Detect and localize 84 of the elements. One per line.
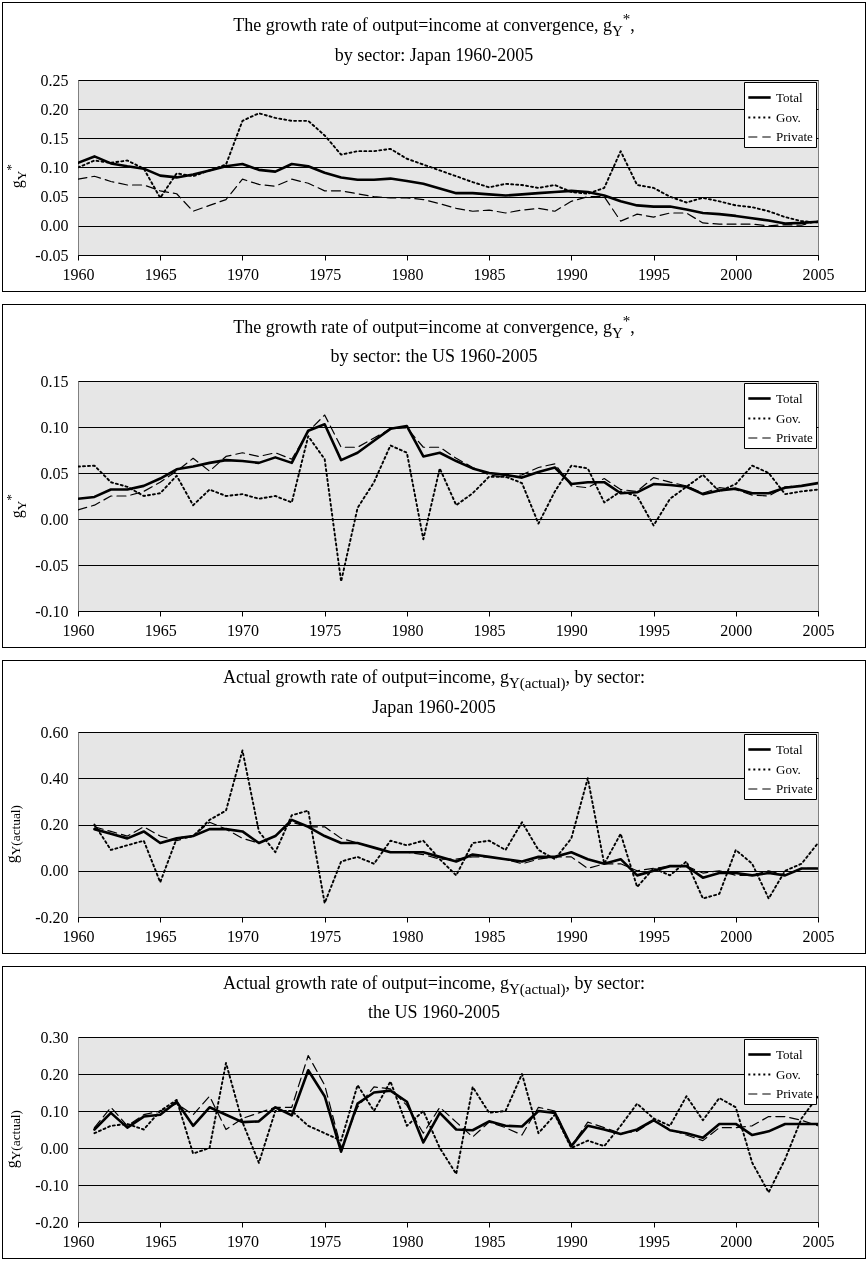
- y-tick-label: -0.20: [35, 1213, 69, 1231]
- y-tick-label: -0.20: [35, 908, 69, 926]
- y-tick-label: -0.10: [35, 602, 69, 620]
- x-tick-label: 1995: [638, 1232, 671, 1250]
- y-tick-label: 0.05: [40, 464, 69, 482]
- x-tick-label: 1980: [391, 265, 424, 283]
- y-tick-label: 0.40: [40, 769, 69, 787]
- x-tick-label: 2000: [720, 265, 753, 283]
- legend-label: Private: [776, 430, 814, 446]
- x-tick-label: 2000: [720, 927, 753, 945]
- chart-subtitle: Japan 1960-2005: [371, 695, 497, 719]
- chart-subtitle: by sector: the US 1960-2005: [329, 345, 539, 369]
- x-tick-label: 1980: [391, 927, 424, 945]
- x-tick-label: 1970: [226, 1232, 259, 1250]
- y-tick-label: 0.15: [40, 372, 69, 390]
- chart-subtitle: the US 1960-2005: [367, 1001, 501, 1025]
- y-tick-label: 0.10: [40, 1102, 69, 1120]
- x-tick-label: 2005: [802, 927, 835, 945]
- x-tick-label: 1980: [391, 1232, 424, 1250]
- legend-label: Private: [776, 780, 814, 796]
- x-tick-label: 2005: [802, 265, 835, 283]
- x-tick-label: 1970: [226, 621, 259, 639]
- x-tick-label: 1985: [473, 265, 506, 283]
- y-tick-label: 0.20: [40, 815, 69, 833]
- x-tick-label: 1990: [555, 621, 588, 639]
- legend-label: Private: [776, 1086, 814, 1102]
- y-tick-label: 0.30: [40, 1028, 69, 1046]
- x-tick-label: 2005: [802, 1232, 835, 1250]
- legend-label: Gov.: [776, 109, 801, 125]
- x-tick-label: 1970: [226, 265, 259, 283]
- y-tick-label: 0.00: [40, 1139, 69, 1157]
- legend-label: Gov.: [776, 410, 801, 426]
- y-tick-label: -0.10: [35, 1176, 69, 1194]
- y-tick-label: 0.60: [40, 723, 69, 741]
- x-tick-label: 1980: [391, 621, 424, 639]
- x-tick-label: 2000: [720, 621, 753, 639]
- y-tick-label: 0.10: [40, 418, 69, 436]
- x-tick-label: 1965: [144, 927, 177, 945]
- x-tick-label: 1995: [638, 265, 671, 283]
- x-tick-label: 1990: [555, 927, 588, 945]
- y-tick-label: 0.20: [40, 1065, 69, 1083]
- legend-label: Total: [776, 390, 803, 406]
- chart-subtitle: by sector: Japan 1960-2005: [333, 43, 535, 67]
- y-tick-label: 0.05: [40, 187, 69, 205]
- x-tick-label: 1975: [309, 621, 342, 639]
- y-tick-label: -0.05: [35, 556, 69, 574]
- chart-title: Actual growth rate of output=income, g$_{Y(actual)}$, by sector:: [221, 971, 647, 999]
- x-tick-label: 1995: [638, 621, 671, 639]
- legend-label: Total: [776, 89, 803, 105]
- legend-label: Private: [776, 128, 814, 144]
- y-tick-label: 0.10: [40, 158, 69, 176]
- y-tick-label: 0.15: [40, 129, 69, 147]
- chart-title: Actual growth rate of output=income, g$_{Y(actual)}$, by sector:: [221, 666, 647, 693]
- x-tick-label: 1965: [144, 1232, 177, 1250]
- x-tick-label: 1960: [62, 1232, 95, 1250]
- chart-title: The growth rate of output=income at convergence, g$_{Y}$$^{*}$,: [232, 10, 636, 41]
- x-tick-label: 1960: [62, 927, 95, 945]
- legend-label: Gov.: [776, 761, 801, 777]
- x-tick-label: 1960: [62, 621, 95, 639]
- x-tick-label: 1975: [309, 927, 342, 945]
- y-tick-label: 0.20: [40, 100, 69, 118]
- x-tick-label: 2005: [802, 621, 835, 639]
- y-tick-label: -0.05: [35, 246, 69, 264]
- legend-label: Total: [776, 1046, 803, 1062]
- x-tick-label: 1975: [309, 1232, 342, 1250]
- x-tick-label: 1990: [555, 1232, 588, 1250]
- x-tick-label: 1965: [144, 621, 177, 639]
- x-tick-label: 1985: [473, 1232, 506, 1250]
- x-tick-label: 2000: [720, 1232, 753, 1250]
- y-tick-label: 0.00: [40, 216, 69, 234]
- x-tick-label: 1995: [638, 927, 671, 945]
- y-tick-label: 0.00: [40, 862, 69, 880]
- x-tick-label: 1985: [473, 621, 506, 639]
- x-tick-label: 1965: [144, 265, 177, 283]
- x-tick-label: 1990: [555, 265, 588, 283]
- x-tick-label: 1970: [226, 927, 259, 945]
- y-tick-label: 0.00: [40, 510, 69, 528]
- x-tick-label: 1975: [309, 265, 342, 283]
- x-tick-label: 1985: [473, 927, 506, 945]
- legend-label: Total: [776, 741, 803, 757]
- x-tick-label: 1960: [62, 265, 95, 283]
- legend-label: Gov.: [776, 1066, 801, 1082]
- y-tick-label: 0.25: [40, 71, 69, 89]
- chart-title: The growth rate of output=income at convergence, g$_{Y}$$^{*}$,: [232, 311, 636, 343]
